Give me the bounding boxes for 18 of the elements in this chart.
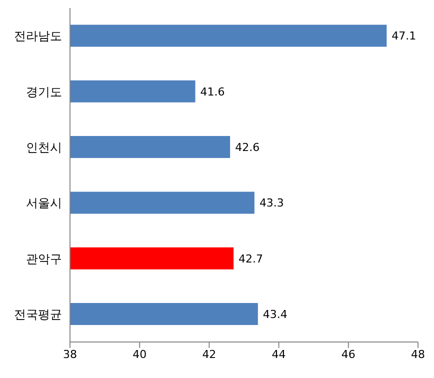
x-tick-label: 48 — [411, 348, 425, 361]
x-tick-label: 38 — [63, 348, 77, 361]
data-label: 47.1 — [392, 30, 416, 43]
y-tick-label: 인천시 — [26, 140, 62, 154]
x-tick-label: 46 — [341, 348, 356, 361]
x-tick-label: 42 — [202, 348, 216, 361]
y-tick-label: 전라남도 — [14, 29, 62, 44]
data-label: 42.7 — [238, 252, 264, 266]
y-tick-label: 전국평균 — [14, 307, 62, 322]
data-label: 41.6 — [200, 85, 225, 98]
data-label: 43.3 — [259, 196, 284, 210]
y-tick-label: 관악구 — [26, 252, 62, 266]
y-tick-label: 경기도 — [26, 84, 62, 99]
x-tick-label: 44 — [272, 348, 286, 361]
data-label: 43.4 — [262, 308, 288, 321]
x-tick-label: 40 — [132, 348, 147, 361]
y-tick-label: 서울시 — [26, 196, 62, 210]
data-label: 42.6 — [235, 140, 260, 154]
